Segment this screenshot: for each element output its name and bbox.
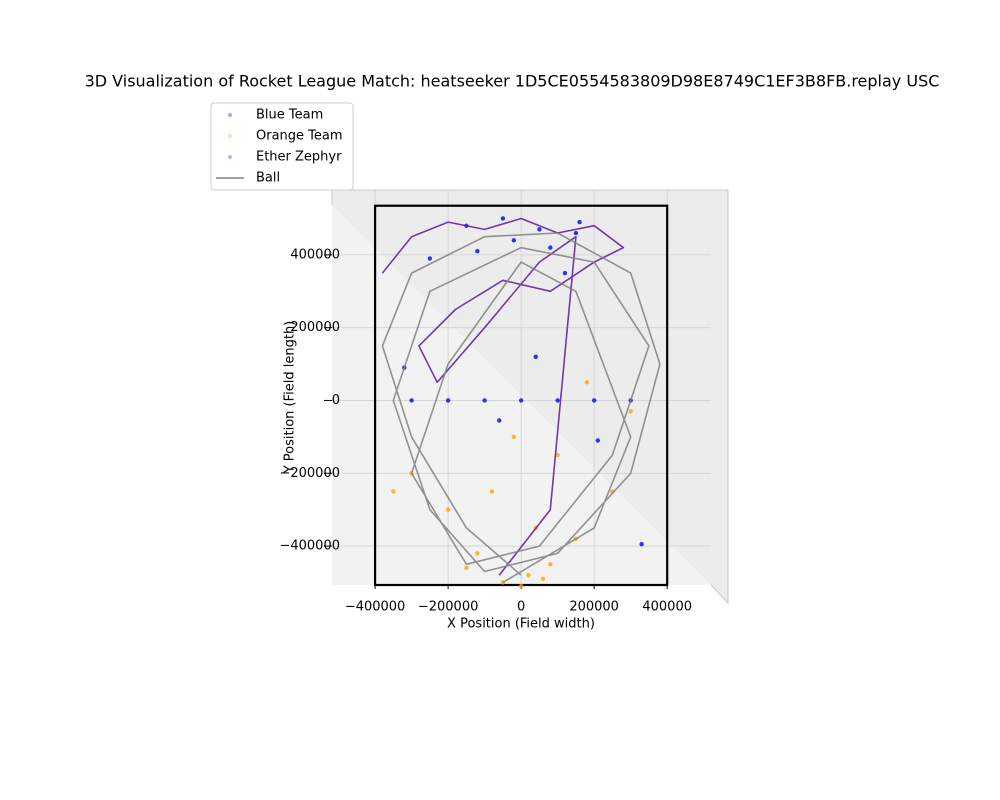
player-point — [500, 216, 506, 221]
player-point — [518, 398, 524, 403]
player-point — [391, 489, 396, 494]
player-point — [445, 398, 451, 403]
player-point — [511, 434, 517, 440]
player-point — [427, 256, 433, 261]
player-point — [595, 438, 601, 443]
player-point — [537, 227, 542, 232]
legend-marker — [228, 113, 232, 117]
player-point — [591, 398, 597, 403]
player-point — [533, 354, 538, 359]
player-point — [518, 583, 524, 589]
chart-title: 3D Visualization of Rocket League Match:… — [85, 72, 940, 91]
player-point — [577, 219, 582, 225]
player-point — [409, 398, 414, 403]
player-point — [475, 551, 480, 556]
player-point — [475, 249, 480, 254]
legend: Blue Team Orange Team Ether Zephyr Ball — [210, 102, 354, 191]
x-tick-label: 0 — [517, 600, 525, 615]
player-point — [584, 380, 590, 385]
y-axis-label: Y Position (Field length) — [283, 321, 298, 475]
player-point — [548, 562, 553, 567]
legend-label: Ball — [256, 171, 280, 186]
player-point — [555, 452, 560, 458]
player-point — [548, 245, 553, 250]
legend-label: Blue Team — [256, 108, 323, 123]
player-point — [489, 489, 495, 494]
x-tick-label: 400000 — [642, 600, 692, 615]
player-point — [445, 507, 451, 512]
y-tick-label: −200000 — [279, 466, 340, 481]
player-point — [526, 572, 531, 578]
player-point — [628, 409, 633, 414]
y-tick-label: 0 — [332, 393, 340, 408]
x-tick-label: −200000 — [418, 600, 479, 615]
player-point — [562, 270, 568, 276]
legend-label: Orange Team — [256, 129, 343, 144]
trajectory — [381, 217, 625, 576]
y-tick-label: 400000 — [290, 247, 340, 262]
player-point — [464, 565, 469, 571]
player-point — [573, 230, 579, 236]
player-point — [497, 418, 502, 423]
player-point — [540, 576, 546, 582]
player-point — [511, 238, 517, 243]
legend-box — [210, 102, 354, 191]
player-point — [482, 398, 487, 403]
x-axis-label: X Position (Field width) — [447, 617, 595, 632]
x-tick-label: −400000 — [345, 600, 406, 615]
player-point — [639, 542, 644, 547]
legend-label: Ether Zephyr — [256, 150, 342, 165]
player-point — [555, 398, 560, 403]
trajectory — [381, 232, 661, 584]
legend-marker — [228, 155, 232, 159]
x-tick-label: 200000 — [569, 600, 619, 615]
y-tick-label: 200000 — [290, 320, 340, 335]
legend-marker — [228, 134, 232, 138]
y-tick-label: −400000 — [279, 539, 340, 554]
side-pane — [331, 189, 729, 605]
